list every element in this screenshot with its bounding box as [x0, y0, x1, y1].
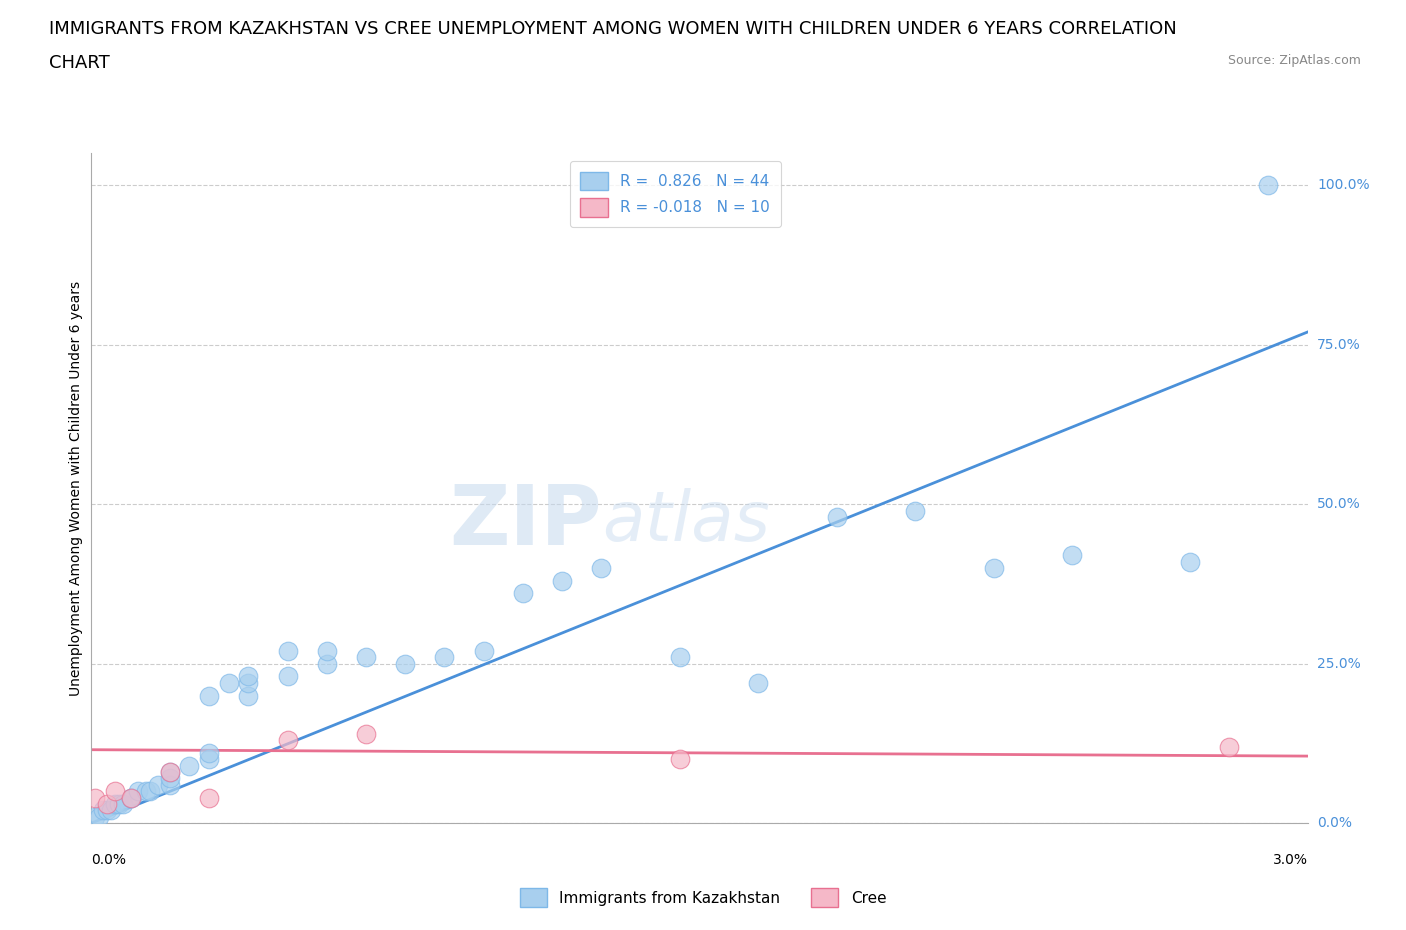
Point — [104, 784, 127, 799]
Text: 100.0%: 100.0% — [1317, 179, 1369, 193]
Point — [747, 675, 769, 690]
Point — [277, 669, 299, 684]
Point — [96, 803, 118, 817]
Point — [512, 586, 534, 601]
Point — [238, 675, 260, 690]
Point — [669, 650, 692, 665]
Point — [669, 751, 692, 766]
Text: 50.0%: 50.0% — [1317, 498, 1361, 512]
Point — [1257, 178, 1279, 193]
Text: 75.0%: 75.0% — [1317, 338, 1361, 352]
Point — [591, 561, 613, 576]
Legend: R =  0.826   N = 44, R = -0.018   N = 10: R = 0.826 N = 44, R = -0.018 N = 10 — [569, 161, 780, 228]
Point — [983, 561, 1005, 576]
Point — [139, 784, 162, 799]
Legend: Immigrants from Kazakhstan, Cree: Immigrants from Kazakhstan, Cree — [513, 883, 893, 913]
Point — [159, 771, 181, 786]
Point — [904, 503, 927, 518]
Text: CHART: CHART — [49, 54, 110, 72]
Point — [159, 764, 181, 779]
Point — [198, 790, 221, 805]
Point — [354, 650, 377, 665]
Point — [354, 726, 377, 741]
Text: 0.0%: 0.0% — [91, 853, 127, 867]
Point — [91, 803, 114, 817]
Point — [179, 758, 201, 773]
Point — [551, 573, 574, 588]
Point — [159, 764, 181, 779]
Text: IMMIGRANTS FROM KAZAKHSTAN VS CREE UNEMPLOYMENT AMONG WOMEN WITH CHILDREN UNDER : IMMIGRANTS FROM KAZAKHSTAN VS CREE UNEMP… — [49, 20, 1177, 38]
Point — [277, 644, 299, 658]
Point — [104, 796, 127, 811]
Point — [146, 777, 169, 792]
Point — [127, 784, 149, 799]
Point — [96, 796, 118, 811]
Point — [120, 790, 142, 805]
Text: 25.0%: 25.0% — [1317, 657, 1361, 671]
Point — [120, 790, 142, 805]
Point — [1062, 548, 1084, 563]
Point — [159, 777, 181, 792]
Point — [198, 688, 221, 703]
Point — [100, 803, 122, 817]
Point — [315, 644, 337, 658]
Point — [825, 510, 848, 525]
Point — [277, 733, 299, 748]
Point — [198, 746, 221, 761]
Point — [120, 790, 142, 805]
Y-axis label: Unemployment Among Women with Children Under 6 years: Unemployment Among Women with Children U… — [69, 281, 83, 696]
Text: 3.0%: 3.0% — [1272, 853, 1308, 867]
Point — [111, 796, 134, 811]
Point — [1218, 739, 1240, 754]
Point — [89, 809, 111, 824]
Point — [238, 669, 260, 684]
Point — [218, 675, 240, 690]
Text: Source: ZipAtlas.com: Source: ZipAtlas.com — [1227, 54, 1361, 67]
Point — [84, 809, 107, 824]
Point — [1178, 554, 1201, 569]
Point — [198, 751, 221, 766]
Point — [135, 784, 157, 799]
Point — [84, 790, 107, 805]
Text: 0.0%: 0.0% — [1317, 816, 1353, 830]
Point — [238, 688, 260, 703]
Point — [315, 657, 337, 671]
Text: ZIP: ZIP — [450, 481, 602, 563]
Text: atlas: atlas — [602, 488, 770, 555]
Point — [108, 796, 131, 811]
Point — [394, 657, 416, 671]
Point — [433, 650, 456, 665]
Point — [472, 644, 495, 658]
